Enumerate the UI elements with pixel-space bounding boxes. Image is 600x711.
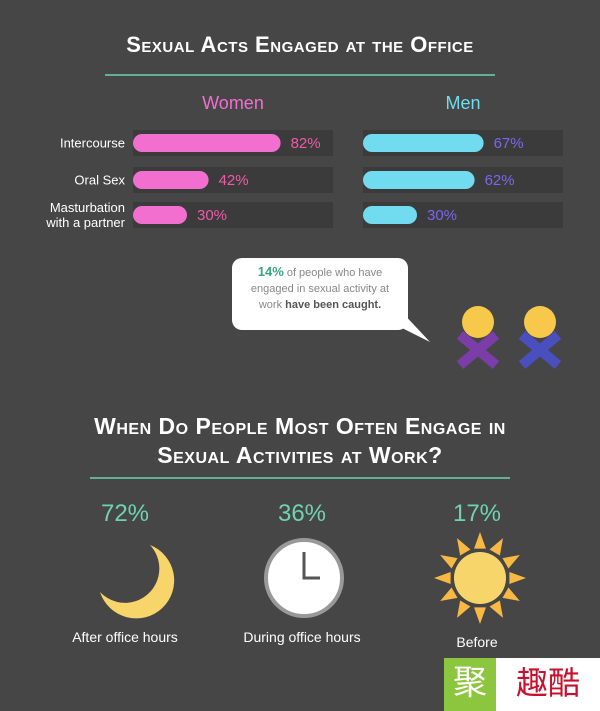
- sun-ray: [509, 572, 526, 584]
- legend-label: Women: [202, 93, 264, 113]
- bar: [133, 206, 187, 224]
- category-label: Intercourse: [59, 135, 125, 151]
- stat-value: 17%: [452, 500, 502, 527]
- sun-ray: [474, 532, 486, 549]
- stat-value: 72%: [100, 500, 150, 527]
- value-label: 67%: [494, 135, 524, 152]
- stat-value: 36%: [277, 500, 327, 527]
- callout-text: of people who have engaged in sexual act…: [250, 267, 390, 311]
- watermark-mark: 聚: [444, 658, 496, 711]
- bar: [363, 134, 484, 152]
- sun-ray: [489, 600, 503, 618]
- stat-label: During office hours: [243, 629, 361, 645]
- stat-label: After office hours: [72, 629, 178, 645]
- bar: [363, 206, 417, 224]
- value-label: 42%: [219, 172, 249, 189]
- sun-ray: [457, 538, 471, 556]
- sun-ray: [502, 587, 520, 601]
- watermark-text: 趣酷: [496, 658, 600, 711]
- sun-ray: [457, 600, 471, 618]
- category-label: Oral Sex: [74, 172, 125, 188]
- chart-title: Sexual Acts Engaged at the Office: [126, 32, 474, 57]
- moon-icon: [100, 545, 175, 619]
- sun-ray: [502, 555, 520, 569]
- callout: 14% of people who have engaged in sexual…: [232, 258, 408, 330]
- value-label: 62%: [485, 172, 515, 189]
- callout-emphasis: have been caught.: [285, 299, 382, 311]
- clock-icon: [264, 538, 344, 618]
- chart-title: When Do People Most Often Engage in Sexu…: [94, 413, 506, 468]
- sun-ray: [440, 587, 458, 601]
- value-label: 82%: [291, 135, 321, 152]
- value-label: 30%: [427, 207, 457, 224]
- sun-ray: [489, 538, 503, 556]
- bar: [133, 134, 281, 152]
- sun-ray: [474, 607, 486, 624]
- bar: [133, 171, 209, 189]
- callout-value: 14%: [257, 264, 284, 279]
- category-label: Masturbation with a partner: [46, 200, 125, 230]
- legend-label: Men: [445, 93, 481, 113]
- bar: [363, 171, 475, 189]
- sun-icon: [454, 552, 506, 604]
- figure-icon: [456, 306, 562, 369]
- sun-ray: [440, 555, 458, 569]
- stat-label: Before: [456, 634, 498, 650]
- value-label: 30%: [197, 207, 227, 224]
- sun-ray: [434, 572, 451, 584]
